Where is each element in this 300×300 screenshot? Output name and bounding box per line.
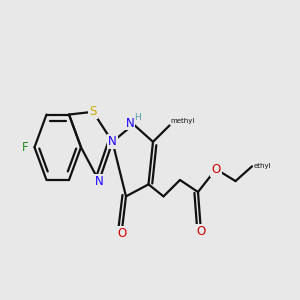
Text: H: H (134, 113, 140, 122)
Text: N: N (108, 135, 117, 148)
Text: N: N (125, 117, 134, 130)
Text: S: S (89, 105, 97, 118)
Text: N: N (94, 175, 103, 188)
Text: O: O (212, 163, 220, 176)
Text: methyl: methyl (170, 118, 195, 124)
Text: ethyl: ethyl (254, 164, 271, 169)
Text: O: O (196, 225, 206, 238)
Text: F: F (22, 141, 29, 154)
Text: O: O (117, 227, 126, 240)
